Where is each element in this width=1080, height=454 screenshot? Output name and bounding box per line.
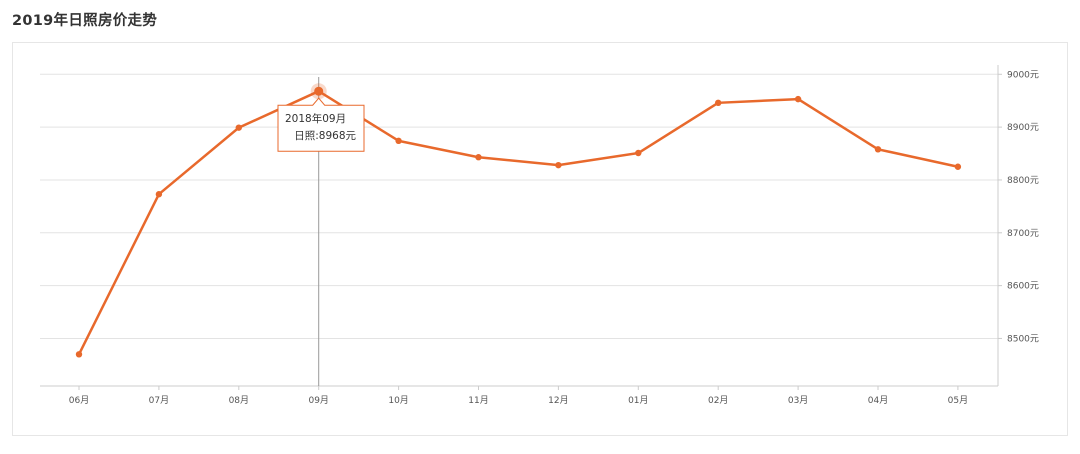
x-tick-label: 02月 [708, 395, 728, 406]
data-point [954, 163, 962, 170]
x-tick-label: 01月 [628, 395, 648, 406]
series-line [77, 89, 959, 355]
data-point [475, 154, 482, 161]
data-point [635, 149, 642, 157]
x-tick-label: 07月 [149, 395, 169, 406]
data-point [314, 86, 324, 96]
y-tick-label: 8700元 [1007, 229, 1039, 239]
data-point [555, 161, 562, 169]
data-point [235, 124, 242, 131]
x-tick-label: 03月 [788, 395, 808, 406]
data-point [395, 137, 402, 145]
data-point [874, 146, 882, 153]
data-point [715, 99, 722, 107]
data-point [794, 95, 802, 103]
tooltip-box [277, 97, 365, 152]
y-tick-label: 8800元 [1007, 176, 1039, 186]
tooltip-value: 日照:8968元 [294, 130, 356, 142]
x-tick-label: 08月 [229, 395, 249, 406]
x-tick-label: 12月 [548, 395, 568, 406]
x-tick-label: 10月 [388, 395, 408, 406]
x-tick-label: 09月 [308, 395, 328, 406]
x-tick-label: 11月 [468, 395, 488, 406]
chart-panel [12, 42, 1068, 436]
y-tick-label: 8500元 [1007, 334, 1039, 344]
y-tick-label: 8600元 [1007, 282, 1039, 292]
x-tick-label: 04月 [868, 395, 888, 406]
chart-title: 2019年日照房价走势 [12, 13, 158, 29]
data-point [75, 351, 83, 358]
x-tick-label: 06月 [69, 395, 89, 406]
tooltip-date: 2018年09月 [285, 112, 346, 125]
y-tick-label: 8900元 [1007, 123, 1039, 133]
y-tick-label: 9000元 [1007, 70, 1039, 80]
data-point [155, 191, 163, 198]
x-tick-label: 05月 [948, 395, 968, 406]
